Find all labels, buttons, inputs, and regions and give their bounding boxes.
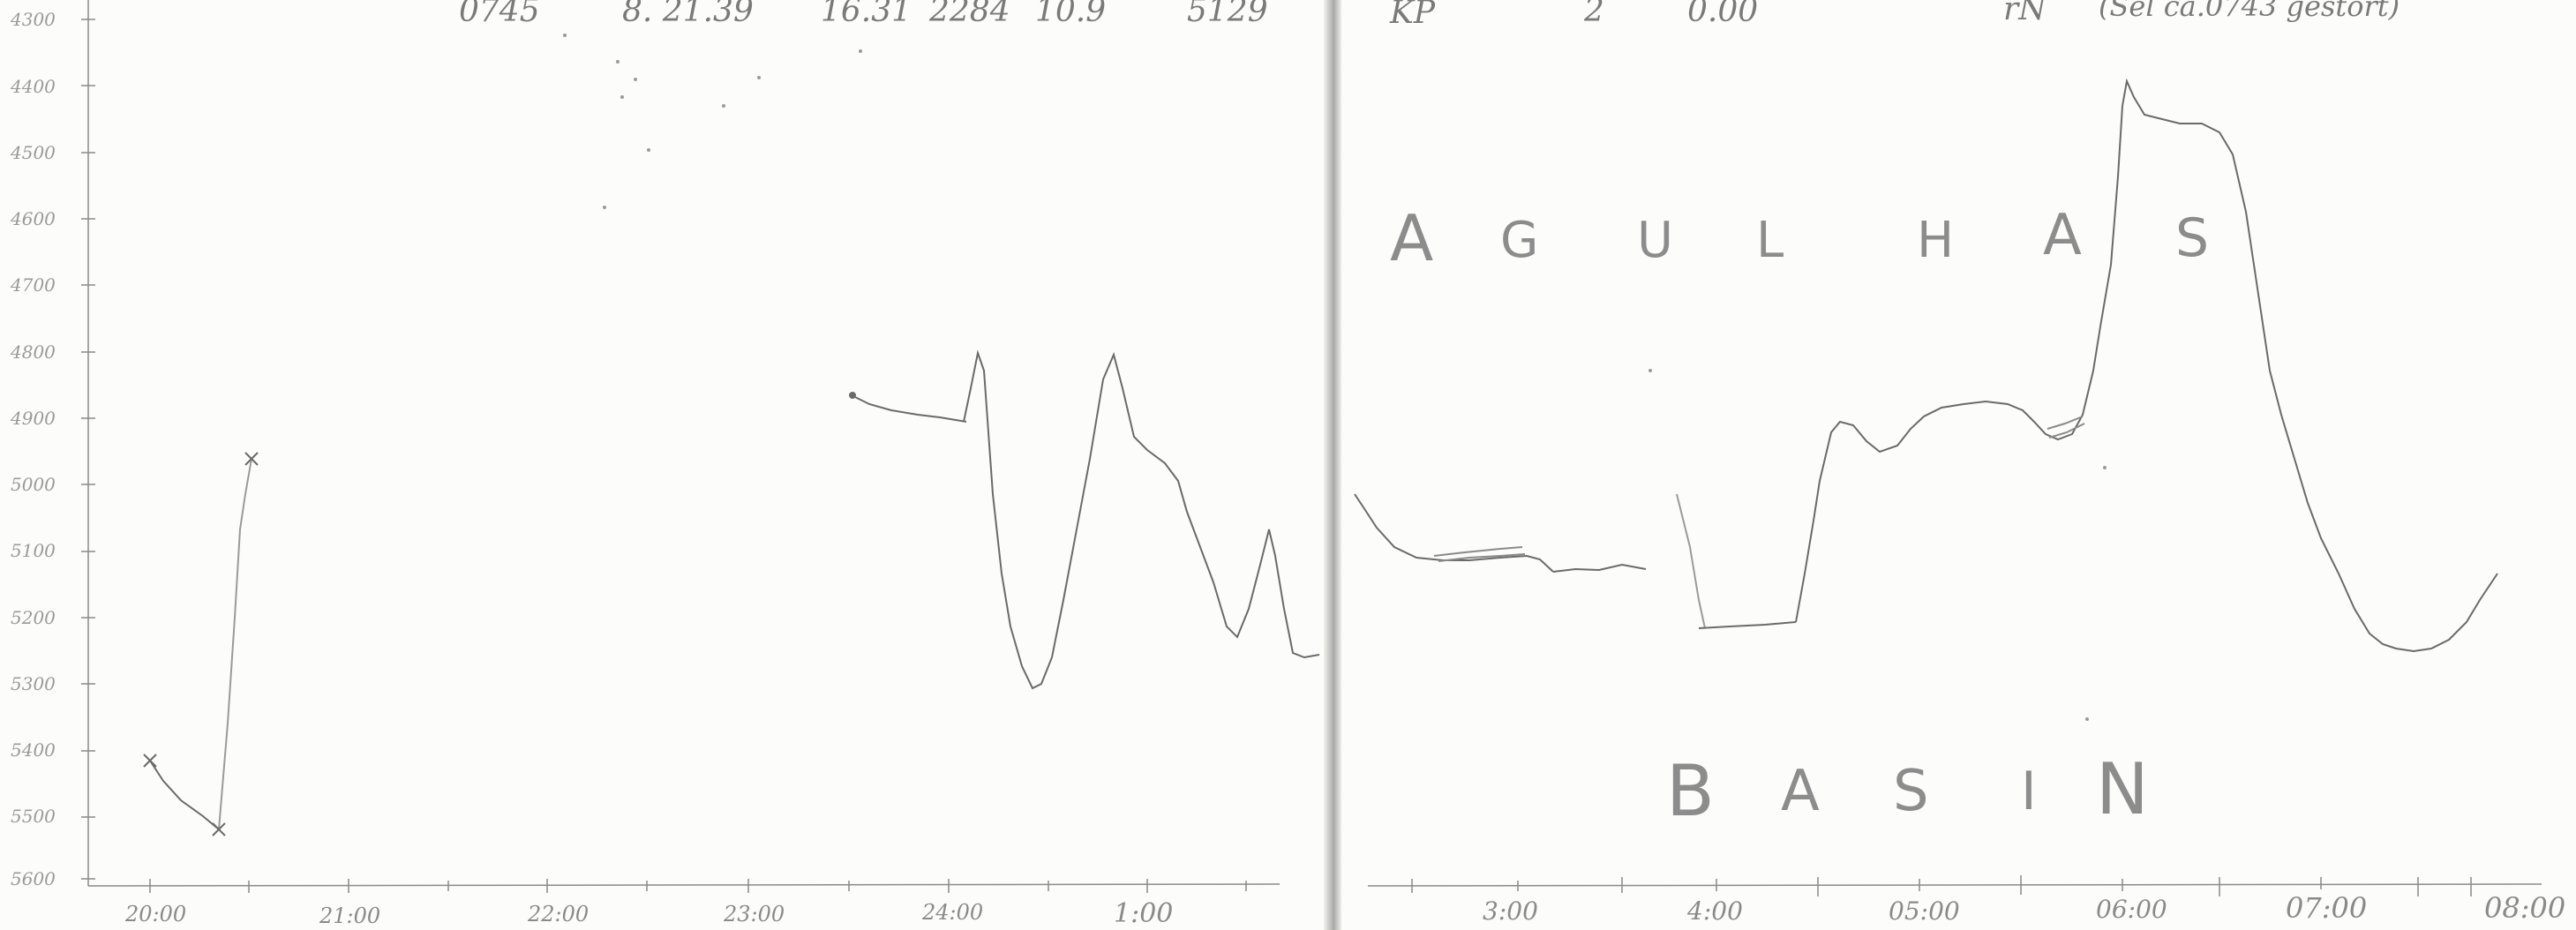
profile-segment xyxy=(851,394,967,423)
header-value: 0.00 xyxy=(1687,0,1759,29)
time-label: 06:00 xyxy=(2096,895,2167,924)
header-value: 0745 xyxy=(459,0,540,29)
depth-label: 4300 xyxy=(11,9,56,30)
depth-label: 5600 xyxy=(11,868,56,889)
basin-letter: L xyxy=(1756,212,1784,269)
basin-letter: I xyxy=(2021,761,2037,822)
depth-label: 4900 xyxy=(11,408,56,429)
header-value: 5129 xyxy=(1187,0,1268,29)
profile-left xyxy=(149,349,1320,830)
time-label: 24:00 xyxy=(922,900,984,925)
axes xyxy=(87,0,2542,887)
time-label: 3:00 xyxy=(1483,896,1538,926)
time-axis-line xyxy=(1367,883,2542,887)
basin-letter: S xyxy=(1893,759,1929,824)
time-label: 05:00 xyxy=(1889,896,1960,926)
depth-label: 5200 xyxy=(11,607,56,628)
profile-segment xyxy=(1676,493,1706,629)
time-label: 07:00 xyxy=(2286,891,2368,925)
page-gutter xyxy=(1324,0,1341,930)
profile-right xyxy=(1354,78,2498,653)
basin-letter: A xyxy=(1781,759,1820,824)
basin-letter: B xyxy=(1666,750,1715,832)
time-label: 22:00 xyxy=(528,902,590,926)
profile-segment xyxy=(149,760,220,830)
header-value: 8. 21.39 xyxy=(622,0,754,29)
profile-segment xyxy=(963,349,1320,690)
depth-label: 4400 xyxy=(11,76,56,97)
depth-label: 5400 xyxy=(11,739,56,761)
depth-ticks xyxy=(81,19,95,880)
time-label: 4:00 xyxy=(1687,896,1743,926)
profile-segment xyxy=(2047,416,2084,430)
profile-segment xyxy=(218,458,252,830)
basin-letter: S xyxy=(2175,207,2210,269)
depth-label: 5000 xyxy=(11,474,56,495)
profile-segment xyxy=(1698,621,1797,629)
depth-label: 5500 xyxy=(11,806,56,827)
header-value: (Sel ca.0743 gestört) xyxy=(2099,0,2400,23)
profile-segment xyxy=(1433,546,1523,557)
profile-segment xyxy=(1795,78,2498,653)
time-label: 08:00 xyxy=(2484,891,2566,925)
basin-letter: A xyxy=(2043,203,2082,268)
time-label: 21:00 xyxy=(319,904,381,928)
basin-letter: G xyxy=(1500,212,1539,269)
header-value: 16.31 xyxy=(821,0,912,29)
basin-letter: N xyxy=(2096,748,2149,830)
basin-letter: H xyxy=(1917,212,1955,269)
profile-segment xyxy=(2048,423,2085,439)
depth-label: 4500 xyxy=(11,142,56,163)
profile-segment xyxy=(1552,563,1647,573)
time-label: 23:00 xyxy=(724,902,785,926)
time-label: 20:00 xyxy=(125,902,187,926)
pencil-specks xyxy=(563,34,2107,721)
header-value: 2284 xyxy=(929,0,1010,29)
time-label: 1:00 xyxy=(1114,898,1174,929)
depth-label: 4800 xyxy=(11,341,56,363)
time-ticks xyxy=(149,875,2472,896)
station-markers xyxy=(143,392,856,836)
basin-letter: A xyxy=(1390,201,1434,275)
profile-segment xyxy=(1438,553,1526,562)
header-value: rN xyxy=(2003,0,2047,27)
header-value: 10.9 xyxy=(1035,0,1107,29)
depth-label: 4700 xyxy=(11,274,56,296)
header-value: 2 xyxy=(1584,0,1604,29)
depth-label: 4600 xyxy=(11,208,56,229)
depth-label: 5300 xyxy=(11,673,56,694)
header-value: KP xyxy=(1390,0,1436,31)
depth-label: 5100 xyxy=(11,540,56,561)
time-axis-line xyxy=(87,883,1280,887)
basin-letter: U xyxy=(1637,212,1673,269)
